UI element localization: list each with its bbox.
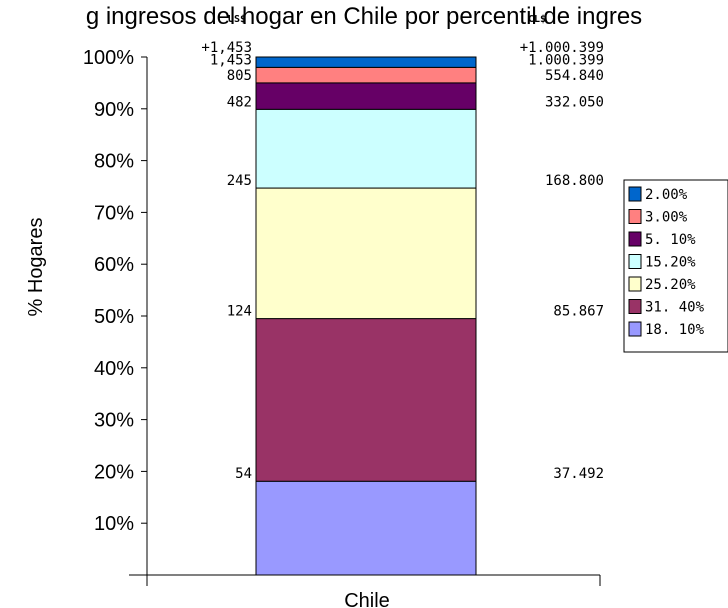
y-tick-label: 70% <box>94 202 134 224</box>
clp-threshold-label: 332.050 <box>545 94 604 110</box>
y-tick-label: 20% <box>94 461 134 483</box>
legend-label: 2.00% <box>645 187 688 203</box>
legend-swatch <box>628 209 642 224</box>
y-tick-label: 90% <box>94 99 134 121</box>
chart-title: g ingresos del hogar en Chile por percen… <box>86 3 642 30</box>
category-label-chile: Chile <box>344 590 390 608</box>
legend-swatch <box>628 254 642 269</box>
clp-threshold-label: +1.000.399 <box>520 40 604 56</box>
usd-threshold-label: 482 <box>227 94 252 110</box>
usd-threshold-label: 54 <box>235 466 252 482</box>
usd-threshold-label: 805 <box>227 68 252 84</box>
legend-swatch <box>628 299 642 314</box>
usd-threshold-label: 245 <box>227 173 252 189</box>
usd-threshold-label: 124 <box>227 304 252 320</box>
bar-segment-6 <box>255 56 477 68</box>
bar-segment-4 <box>255 82 477 110</box>
legend-label: 31. 40% <box>645 300 705 316</box>
y-tick-label: 80% <box>94 151 134 173</box>
legend-label: 5. 10% <box>645 232 696 248</box>
legend-swatch <box>628 231 642 247</box>
bar-segment-2 <box>255 187 477 320</box>
y-tick-label: 10% <box>94 513 134 535</box>
usd-threshold-label: 1,453 <box>210 52 252 68</box>
clp-threshold-label: 85.867 <box>553 304 604 320</box>
legend-label: 3.00% <box>645 210 688 226</box>
y-tick-label: 30% <box>94 410 134 432</box>
clp-axis-header: CL$ <box>528 14 546 25</box>
legend-label: 15.20% <box>645 255 696 271</box>
bar-segment-3 <box>255 108 477 189</box>
clp-threshold-label: 168.800 <box>545 173 604 189</box>
legend-label: 25.20% <box>645 277 696 293</box>
y-tick-label: 50% <box>94 306 134 328</box>
bar-segment-0 <box>255 480 477 576</box>
legend-label: 18. 10% <box>645 322 705 338</box>
clp-threshold-label: 37.492 <box>553 466 604 482</box>
y-axis-label: % Hogares <box>25 218 47 317</box>
bar-segment-5 <box>255 66 477 84</box>
usd-threshold-label: +1,453 <box>201 40 252 56</box>
bar-segment-1 <box>255 318 477 482</box>
y-tick-label: 60% <box>94 254 134 276</box>
clp-threshold-label: 1.000.399 <box>528 52 604 68</box>
legend-swatch <box>628 186 642 202</box>
y-tick-label: 100% <box>83 47 134 69</box>
clp-threshold-label: 554.840 <box>545 68 604 84</box>
legend-swatch <box>628 321 642 337</box>
y-tick-label: 40% <box>94 358 134 380</box>
legend-swatch <box>628 276 642 292</box>
usd-axis-header: US$ <box>228 14 246 25</box>
